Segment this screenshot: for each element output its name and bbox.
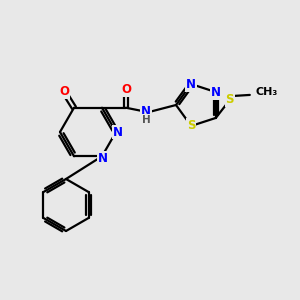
Text: N: N xyxy=(141,105,151,118)
Text: H: H xyxy=(142,115,150,125)
Text: N: N xyxy=(113,125,123,139)
Text: S: S xyxy=(226,93,234,106)
Text: O: O xyxy=(59,85,69,98)
Text: CH₃: CH₃ xyxy=(256,87,278,97)
Text: N: N xyxy=(186,78,196,91)
Text: N: N xyxy=(211,85,221,99)
Text: N: N xyxy=(98,152,108,165)
Text: S: S xyxy=(187,119,196,132)
Text: O: O xyxy=(121,83,131,96)
